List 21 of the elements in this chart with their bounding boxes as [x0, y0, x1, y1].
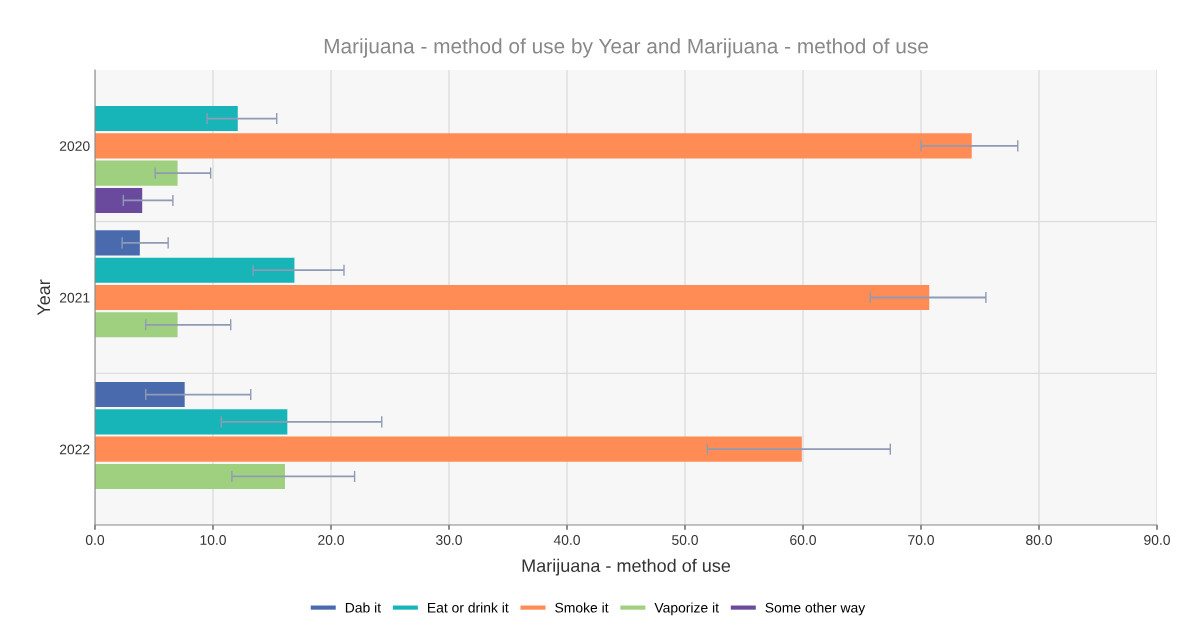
x-tick-label: 10.0 [200, 535, 226, 545]
x-tick-label: 80.0 [1026, 535, 1052, 545]
x-tick-label: 0.0 [85, 535, 105, 545]
x-tick-label: 90.0 [1144, 535, 1170, 545]
chart-title: Marijuana - method of use by Year and Marijuana - method of use [324, 38, 928, 58]
legend-label: Dab it [345, 602, 381, 613]
x-tick-label: 30.0 [436, 535, 462, 545]
legend-label: Eat or drink it [428, 602, 509, 613]
y-axis-title: Year [37, 279, 51, 316]
y-tick-label: 2021 [59, 292, 90, 303]
legend-label: Vaporize it [654, 602, 719, 616]
x-tick-label: 60.0 [790, 535, 816, 545]
x-tick-label: 50.0 [672, 535, 698, 545]
y-tick-label: 2020 [59, 141, 90, 151]
x-axis-title: Marijuana - method of use [522, 558, 731, 576]
x-tick-label: 20.0 [318, 535, 344, 545]
y-tick-label: 2022 [59, 444, 90, 455]
legend-label: Some other way [765, 602, 866, 616]
x-tick-label: 70.0 [908, 535, 934, 545]
x-tick-label: 40.0 [553, 535, 580, 545]
legend-label: Smoke it [555, 602, 609, 613]
